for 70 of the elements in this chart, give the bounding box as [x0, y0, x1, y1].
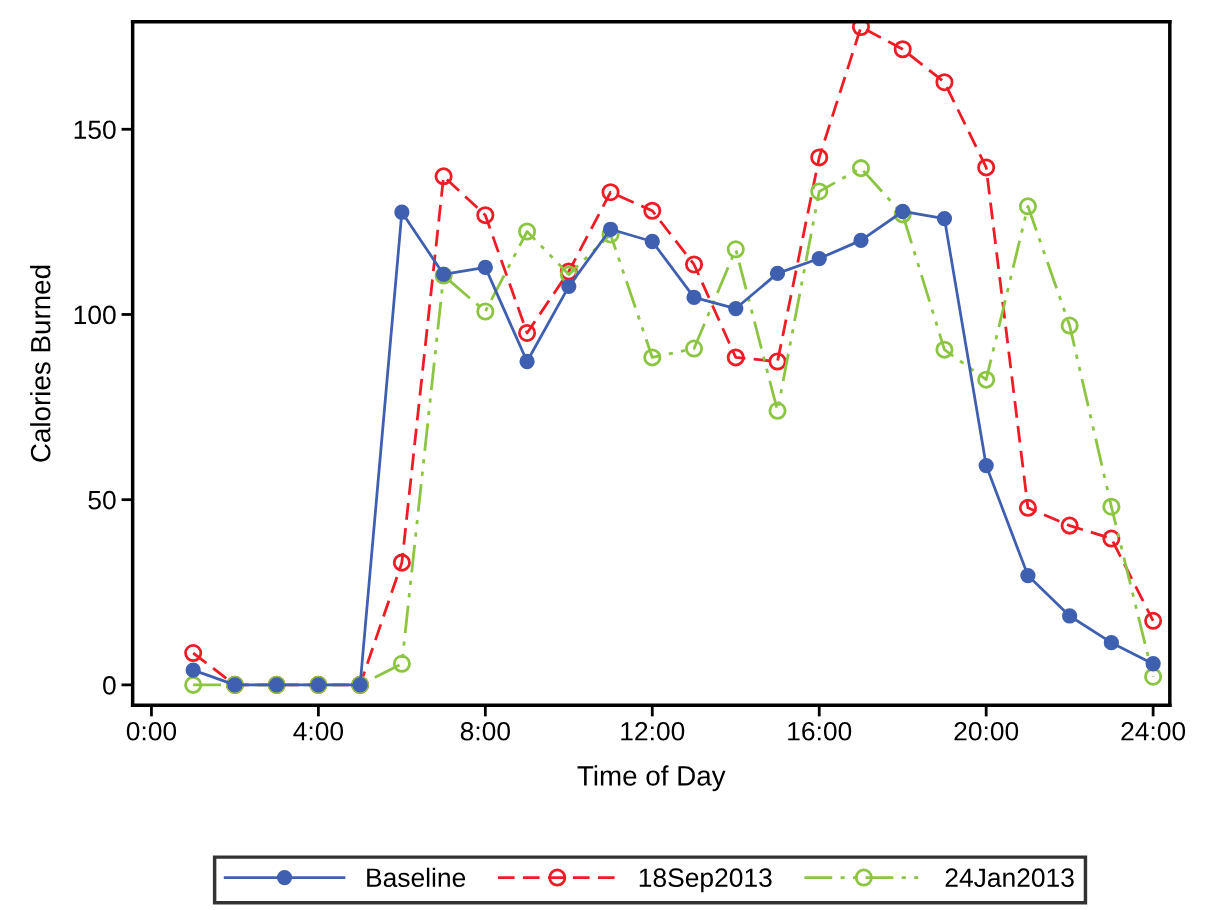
y-tick-label: 0	[103, 676, 116, 695]
point	[851, 159, 870, 178]
x-tick-label: 24:00	[1121, 721, 1186, 741]
point	[768, 401, 787, 420]
x-tick-label: 20:00	[954, 721, 1019, 741]
point	[851, 21, 870, 37]
point	[935, 73, 954, 92]
point	[602, 221, 619, 237]
point	[936, 210, 953, 227]
point	[1144, 611, 1163, 630]
x-axis-title: Time of Day	[577, 765, 726, 792]
point	[1060, 516, 1079, 535]
point	[1018, 197, 1037, 216]
point	[434, 167, 453, 186]
point	[768, 352, 787, 371]
x-tick-label: 16:00	[788, 721, 852, 741]
point	[686, 289, 702, 306]
x-tick-label: 8:00	[460, 721, 510, 741]
point	[185, 662, 201, 678]
point	[643, 201, 662, 220]
point	[184, 675, 203, 694]
legend-label: 18Sep2013	[639, 868, 772, 893]
point	[394, 204, 410, 220]
point	[978, 457, 994, 474]
point	[1103, 635, 1120, 651]
point	[601, 183, 620, 202]
y-axis-title: Calories Burned	[30, 265, 51, 462]
y-tick-label: 150	[74, 120, 116, 140]
point	[769, 265, 786, 281]
legend-label: Baseline	[367, 867, 466, 888]
point	[392, 553, 411, 572]
point	[476, 206, 495, 225]
point	[518, 222, 537, 241]
x-tick-label: 4:00	[293, 721, 344, 741]
point	[684, 339, 704, 358]
point	[392, 654, 411, 673]
point	[1018, 498, 1037, 517]
point	[728, 300, 744, 317]
point	[1145, 656, 1161, 672]
point	[726, 240, 745, 259]
x-tick-label: 0:00	[126, 721, 177, 741]
x-tick-label: 12:00	[621, 721, 685, 741]
point	[184, 643, 203, 663]
point	[477, 259, 493, 276]
point	[643, 348, 662, 367]
point	[1144, 667, 1163, 686]
point	[519, 353, 535, 370]
y-tick-label: 100	[74, 305, 116, 325]
legend-label: 24Jan2013	[945, 868, 1074, 888]
point	[895, 203, 911, 220]
point	[476, 302, 495, 321]
point	[1020, 567, 1036, 584]
point	[726, 348, 745, 367]
point	[811, 250, 827, 267]
point	[810, 182, 829, 201]
point	[1102, 529, 1121, 548]
point	[561, 278, 577, 294]
point	[853, 232, 869, 249]
point	[1062, 608, 1078, 624]
point	[518, 323, 537, 343]
y-tick-label: 50	[88, 490, 116, 510]
point	[684, 255, 704, 274]
point	[1060, 316, 1079, 335]
point	[935, 340, 954, 359]
point	[810, 148, 829, 167]
point	[644, 233, 660, 250]
point	[1102, 497, 1121, 516]
point	[977, 370, 996, 389]
point	[893, 40, 912, 59]
point	[977, 158, 996, 177]
